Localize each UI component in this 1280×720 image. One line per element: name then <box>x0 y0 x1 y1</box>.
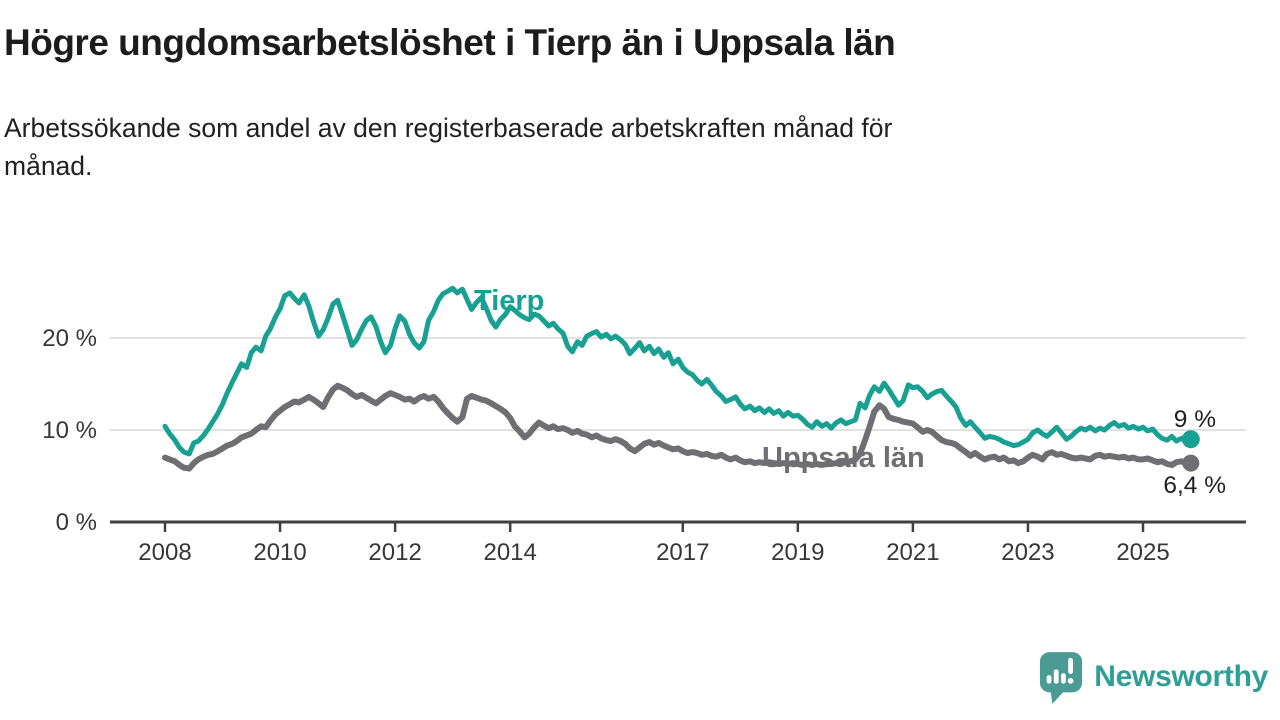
line-chart-area: 2008 2010 2012 2014 2017 2019 2021 2023 2025 0 % 1… <box>0 230 1280 620</box>
x-tick-label: 2010 <box>253 539 306 566</box>
end-value-label-tierp: 9 % <box>1174 406 1216 433</box>
brand-wordmark: Newsworthy <box>1094 660 1268 693</box>
line-chart: 2008 2010 2012 2014 2017 2019 2021 2023 2025 0 % 1… <box>42 285 1246 566</box>
y-tick-label: 0 % <box>56 509 97 536</box>
subtitle-line-2: månad. <box>4 150 93 181</box>
series-end-dot-tierp <box>1181 430 1200 449</box>
newsworthy-logo-icon <box>1040 652 1083 704</box>
y-tick-label: 20 % <box>42 325 97 352</box>
series-end-dot-uppsala <box>1182 454 1200 472</box>
x-tick-label: 2012 <box>368 539 421 566</box>
end-value-label-uppsala: 6,4 % <box>1163 472 1226 499</box>
series-line-uppsala <box>162 382 1194 472</box>
x-tick-label: 2014 <box>483 539 536 566</box>
page-subtitle: Arbetssökande som andel av den registerb… <box>4 110 892 185</box>
x-tick-label: 2023 <box>1001 539 1054 566</box>
series-line-tierp <box>162 285 1194 457</box>
subtitle-line-1: Arbetssökande som andel av den registerb… <box>4 113 893 143</box>
x-tick-label: 2025 <box>1116 539 1169 566</box>
x-tick-label: 2017 <box>656 539 709 566</box>
brand-footer: Newsworthy <box>1038 650 1268 704</box>
x-tick-label: 2021 <box>886 539 939 566</box>
series-label-uppsala: Uppsala län <box>762 442 925 474</box>
x-tick-label: 2008 <box>138 539 191 566</box>
series-label-tierp: Tierp <box>474 285 544 317</box>
y-tick-label: 10 % <box>42 417 97 444</box>
page-title: Högre ungdomsarbetslöshet i Tierp än i U… <box>4 22 896 63</box>
x-tick-label: 2019 <box>771 539 824 566</box>
